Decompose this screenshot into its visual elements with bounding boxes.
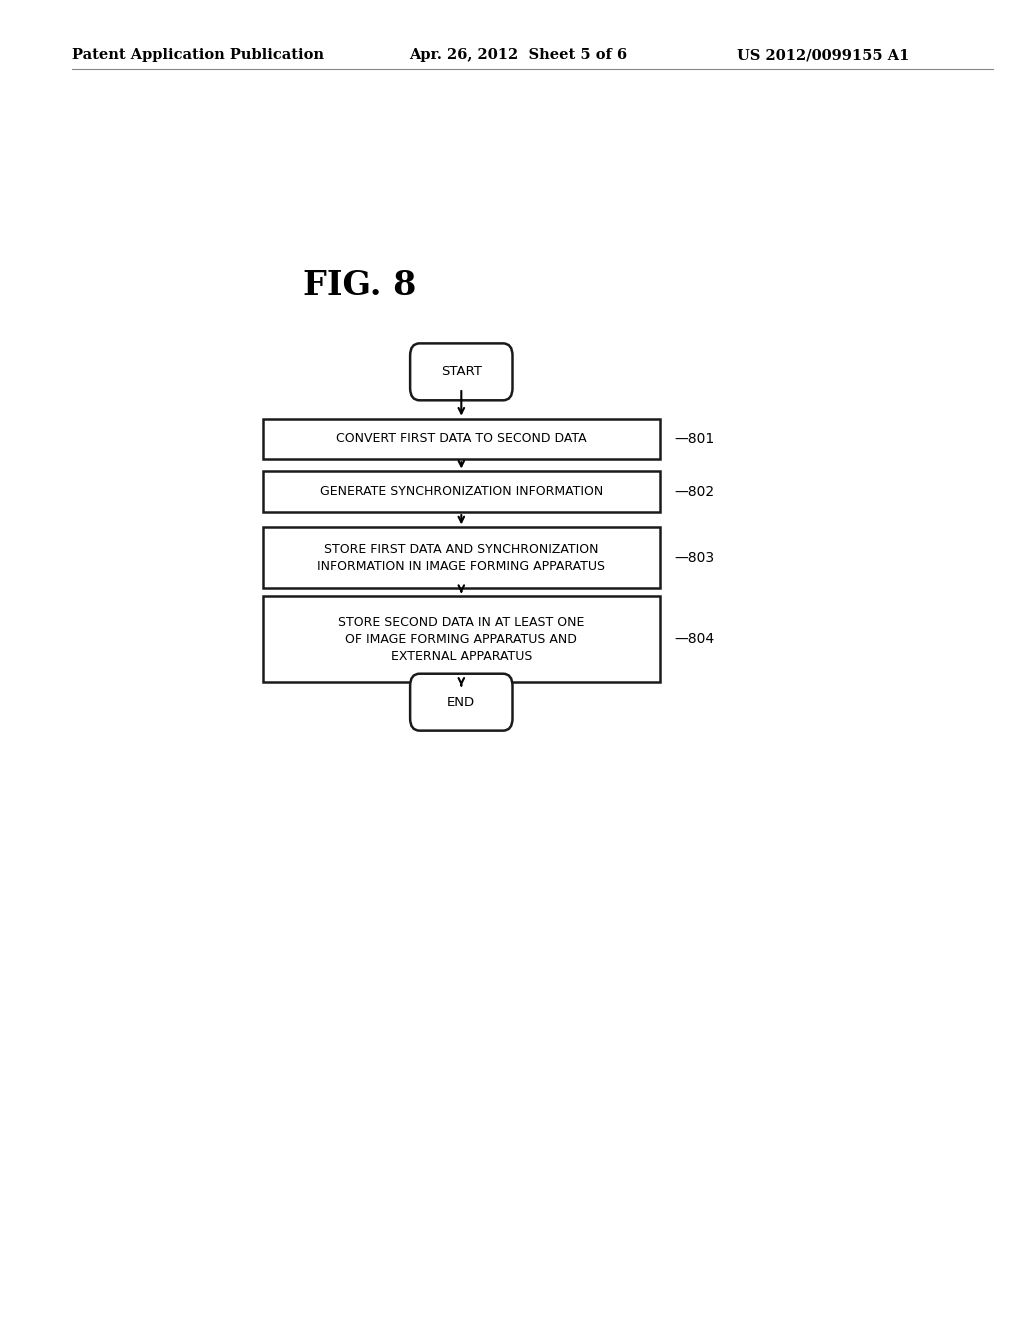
Text: STORE FIRST DATA AND SYNCHRONIZATION
INFORMATION IN IMAGE FORMING APPARATUS: STORE FIRST DATA AND SYNCHRONIZATION INF… [317,543,605,573]
FancyBboxPatch shape [411,673,512,731]
Text: —802: —802 [674,484,714,499]
FancyBboxPatch shape [411,343,512,400]
Text: US 2012/0099155 A1: US 2012/0099155 A1 [737,49,909,62]
Text: —803: —803 [674,550,714,565]
Text: Patent Application Publication: Patent Application Publication [72,49,324,62]
Text: FIG. 8: FIG. 8 [303,269,416,302]
Bar [263,528,659,589]
Bar [263,471,659,512]
Text: —804: —804 [674,632,714,647]
Text: —801: —801 [674,432,715,446]
Bar [263,595,659,682]
Text: Apr. 26, 2012  Sheet 5 of 6: Apr. 26, 2012 Sheet 5 of 6 [410,49,628,62]
Text: START: START [441,366,481,379]
Bar [263,418,659,459]
Text: STORE SECOND DATA IN AT LEAST ONE
OF IMAGE FORMING APPARATUS AND
EXTERNAL APPARA: STORE SECOND DATA IN AT LEAST ONE OF IMA… [338,615,585,663]
Text: GENERATE SYNCHRONIZATION INFORMATION: GENERATE SYNCHRONIZATION INFORMATION [319,486,603,498]
Text: CONVERT FIRST DATA TO SECOND DATA: CONVERT FIRST DATA TO SECOND DATA [336,433,587,445]
Text: END: END [447,696,475,709]
